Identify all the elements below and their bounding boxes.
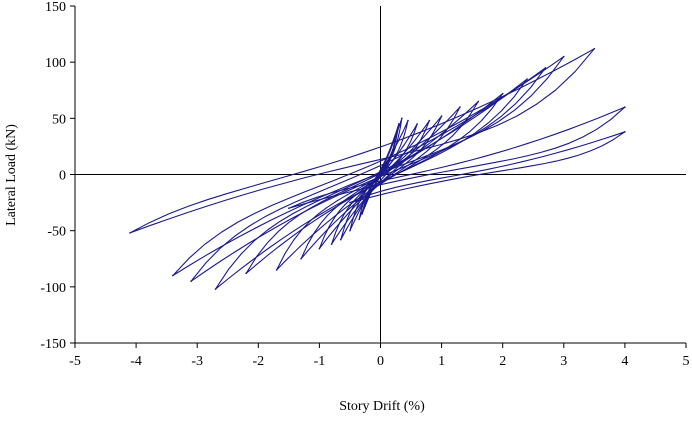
y-tick-label: -100 [40, 281, 66, 296]
negative-peak-point [214, 288, 217, 290]
y-tick-label: -50 [47, 225, 66, 240]
x-tick-label: -4 [130, 354, 142, 369]
positive-peak-point [624, 131, 626, 133]
negative-peak-point [300, 257, 302, 260]
x-tick-label: 3 [560, 354, 567, 369]
positive-peak-point [416, 123, 418, 125]
negative-peak-point [339, 238, 342, 241]
positive-peak-point [440, 115, 443, 117]
positive-peak-point [407, 119, 409, 122]
negative-peak-point [349, 201, 351, 204]
x-tick-label: -1 [314, 354, 326, 369]
x-tick-label: -5 [69, 354, 81, 369]
negative-peak-point [275, 269, 278, 271]
positive-peak-point [624, 106, 626, 108]
x-tick-label: 2 [499, 354, 506, 369]
positive-peak-point [593, 47, 596, 50]
y-axis-title: Lateral Load (kN) [4, 124, 19, 226]
negative-peak-point [171, 274, 174, 277]
y-tick-label: -150 [40, 337, 66, 352]
positive-peak-point [563, 55, 565, 58]
negative-peak-point [245, 272, 247, 275]
x-tick-label: -3 [191, 354, 203, 369]
positive-peak-point [526, 78, 528, 80]
y-tick-label: 100 [45, 56, 66, 71]
negative-peak-point [358, 218, 360, 221]
x-axis-title: Story Drift (%) [339, 399, 425, 414]
x-tick-label: 4 [621, 354, 628, 369]
x-tick-label: 5 [683, 354, 690, 369]
negative-peak-point [364, 205, 367, 207]
positive-peak-point [394, 134, 397, 136]
negative-peak-point [361, 213, 363, 215]
x-tick-label: 0 [377, 354, 384, 369]
x-tick-label: -2 [252, 354, 264, 369]
negative-peak-point [367, 196, 370, 198]
negative-peak-point [330, 243, 333, 245]
tick-marks [70, 5, 687, 348]
negative-peak-point [190, 280, 192, 283]
negative-peak-point [288, 207, 290, 209]
positive-peak-point [398, 123, 400, 125]
positive-peak-point [391, 148, 394, 151]
tick-labels: -5 -4 -3 -2 -1 0 1 2 3 4 5 -150 -100 -50 0 50 100 150 [40, 0, 689, 369]
positive-peak-point [401, 117, 403, 120]
negative-peak-point [349, 229, 351, 232]
positive-peak-point [544, 66, 547, 69]
y-tick-label: 150 [45, 0, 66, 15]
positive-peak-point [477, 100, 480, 103]
negative-peak-point [129, 232, 131, 234]
y-tick-label: 0 [59, 169, 66, 184]
positive-peak-point [501, 92, 504, 95]
hysteresis-curve [129, 47, 626, 290]
negative-peak-point [318, 247, 321, 250]
positive-peak-point [428, 119, 431, 122]
y-tick-label: 50 [52, 112, 66, 127]
positive-peak-point [459, 106, 461, 108]
x-tick-label: 1 [438, 354, 445, 369]
